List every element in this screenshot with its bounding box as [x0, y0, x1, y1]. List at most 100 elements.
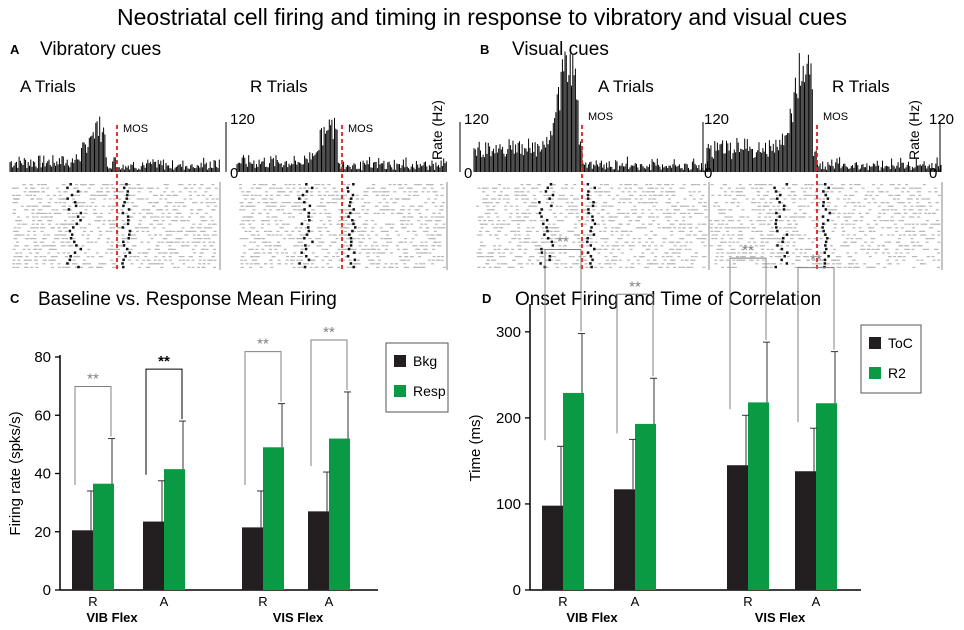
raster-tick [643, 194, 647, 196]
raster-tick [437, 256, 441, 258]
raster-tick [387, 238, 391, 240]
raster-tick [559, 234, 563, 236]
raster-tick [113, 194, 117, 196]
raster-tick [37, 209, 41, 211]
raster-tick [150, 212, 154, 214]
raster-tick [672, 191, 676, 193]
raster-tick [889, 263, 893, 265]
raster-tick [682, 184, 686, 186]
raster-tick [412, 230, 416, 232]
raster-tick [344, 234, 348, 236]
raster-tick [485, 263, 489, 265]
raster-tick [714, 263, 718, 265]
raster-tick [436, 216, 440, 218]
raster-tick [754, 245, 758, 247]
raster-tick [362, 223, 366, 225]
raster-tick [77, 194, 81, 196]
raster-tick [30, 227, 34, 229]
raster-tick [106, 238, 110, 240]
raster-tick [901, 216, 905, 218]
raster-tick [557, 220, 561, 222]
raster-tick [720, 252, 724, 254]
raster-tick [428, 238, 432, 240]
raster-tick [67, 241, 71, 243]
raster-tick [146, 212, 150, 214]
raster-tick [484, 198, 488, 200]
raster-tick [98, 220, 102, 222]
raster-tick [173, 241, 177, 243]
raster-tick [611, 245, 615, 247]
raster-tick [599, 191, 603, 193]
raster-tick [919, 230, 923, 232]
raster-tick [881, 252, 885, 254]
raster-event-marker [349, 237, 353, 240]
raster-tick [319, 212, 323, 214]
raster-tick [351, 248, 355, 250]
raster-tick [289, 259, 293, 261]
raster-tick [780, 220, 784, 222]
raster-tick [346, 234, 350, 236]
raster-event-marker [72, 226, 75, 229]
raster-event-marker [821, 215, 825, 218]
raster-tick [410, 223, 414, 225]
raster-tick [917, 209, 921, 211]
raster-tick [322, 205, 326, 207]
raster-tick [723, 209, 727, 211]
raster-tick [23, 266, 27, 268]
raster-tick [310, 194, 314, 196]
raster-tick [849, 194, 853, 196]
raster-tick [480, 223, 484, 225]
raster-tick [819, 227, 823, 229]
raster-tick [90, 241, 94, 243]
raster-tick [130, 234, 134, 236]
raster-tick [324, 227, 328, 229]
raster-tick [746, 216, 750, 218]
raster-tick [923, 234, 927, 236]
raster-tick [98, 230, 102, 232]
raster-tick [134, 227, 138, 229]
raster-tick [899, 202, 903, 204]
raster-tick [256, 234, 260, 236]
raster-tick [853, 234, 857, 236]
raster-tick [40, 227, 44, 229]
raster-tick [614, 259, 618, 261]
legend-label: R2 [888, 365, 906, 381]
raster-tick [746, 227, 750, 229]
raster-tick [619, 212, 623, 214]
raster-tick [249, 266, 253, 268]
raster-tick [314, 184, 318, 186]
raster-tick [787, 209, 791, 211]
raster-event-marker [778, 215, 781, 218]
raster-tick [357, 230, 361, 232]
raster-tick [372, 184, 376, 186]
raster-tick [296, 194, 300, 196]
raster-tick [937, 252, 941, 254]
raster-tick [385, 202, 389, 204]
raster-tick [890, 205, 894, 207]
raster-tick [183, 198, 187, 200]
raster-tick [429, 220, 433, 222]
raster-tick [649, 184, 653, 186]
raster-tick [531, 256, 535, 258]
raster-tick [342, 248, 346, 250]
raster-tick [696, 238, 700, 240]
raster-tick [490, 220, 494, 222]
raster-tick [799, 248, 803, 250]
raster-event-marker [121, 211, 125, 215]
raster-tick [522, 212, 526, 214]
raster-tick [102, 194, 106, 196]
raster-tick [685, 259, 689, 261]
raster-tick [596, 223, 600, 225]
raster-tick [769, 198, 773, 200]
raster-tick [829, 212, 833, 214]
rate-scale-bottom: 0 [704, 165, 712, 182]
raster-tick [164, 198, 168, 200]
raster-tick [90, 194, 94, 196]
raster-tick [437, 259, 441, 261]
raster-tick [894, 252, 898, 254]
raster-tick [252, 241, 256, 243]
raster-tick [250, 216, 254, 218]
raster-tick [850, 241, 854, 243]
raster-tick [157, 259, 161, 261]
raster-tick [165, 209, 169, 211]
